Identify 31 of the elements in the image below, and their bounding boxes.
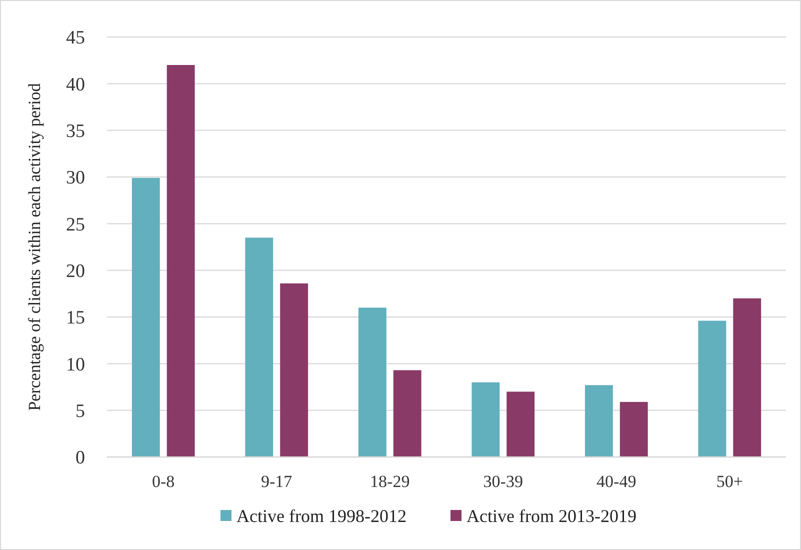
bar — [584, 385, 613, 457]
y-tick-label: 0 — [76, 448, 85, 469]
y-tick-label: 20 — [66, 260, 85, 282]
bar — [245, 238, 274, 457]
y-tick-label: 35 — [66, 120, 85, 142]
y-tick-label: 45 — [66, 28, 85, 49]
x-tick-label: 40-49 — [596, 472, 636, 491]
y-tick-label: 15 — [66, 308, 85, 329]
x-tick-label: 9-17 — [261, 472, 293, 491]
bar — [393, 370, 422, 457]
bar — [620, 402, 648, 457]
x-tick-label: 50+ — [716, 472, 743, 491]
bar — [166, 65, 195, 457]
bar — [132, 178, 160, 457]
legend-label: Active from 1998-2012 — [236, 506, 406, 526]
x-tick-label: 0-8 — [152, 472, 175, 491]
legend-label: Active from 2013-2019 — [466, 506, 636, 526]
bar — [358, 308, 386, 457]
y-tick-label: 25 — [66, 214, 85, 236]
x-tick-label: 30-39 — [483, 472, 523, 491]
x-tick-label: 18-29 — [370, 472, 410, 491]
y-tick-label: 30 — [66, 168, 85, 189]
bar — [280, 283, 308, 457]
bar — [698, 320, 726, 457]
bar — [733, 298, 762, 457]
bar — [506, 392, 535, 457]
y-tick-label: 10 — [66, 354, 85, 376]
bar — [472, 382, 500, 457]
y-axis-title: Percentage of clients within each activity period — [25, 82, 44, 411]
y-tick-label: 5 — [76, 400, 85, 422]
y-tick-label: 40 — [66, 74, 85, 96]
